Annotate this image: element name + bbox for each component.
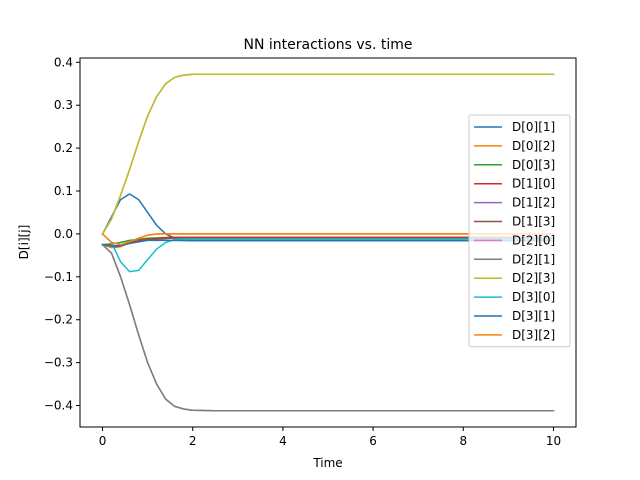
y-tick-label: −0.3 xyxy=(44,356,73,370)
series-line-3 xyxy=(101,236,555,247)
x-axis: 0 2 4 6 8 10 xyxy=(99,427,561,448)
y-axis: 0.4 0.3 0.2 0.1 0.0 −0.1 −0.2 −0.3 −0.4 xyxy=(44,55,80,413)
legend: D[0][1] D[0][2] D[0][3] D[1][0] D[1][2] D[1][… xyxy=(468,114,571,348)
legend-label: D[2][1] xyxy=(512,252,555,266)
y-axis-title: D[i][j] xyxy=(17,225,31,260)
y-tick-label: 0.2 xyxy=(54,141,73,155)
series-line-9 xyxy=(101,232,555,273)
chart-title: NN interactions vs. time xyxy=(244,37,413,53)
plot-area-frame xyxy=(79,57,577,428)
x-tick-label: 2 xyxy=(189,434,197,448)
legend-label: D[2][0] xyxy=(512,233,555,247)
x-tick-label: 0 xyxy=(99,434,107,448)
legend-label: D[1][0] xyxy=(512,177,555,191)
legend-label: D[0][3] xyxy=(512,158,555,172)
y-tick-label: 0.3 xyxy=(54,98,73,112)
x-tick-label: 8 xyxy=(459,434,467,448)
legend-frame xyxy=(468,114,571,348)
series-line-10 xyxy=(101,239,555,248)
series-line-11 xyxy=(101,232,555,246)
legend-label: D[3][0] xyxy=(512,290,555,304)
y-tick-label: 0.0 xyxy=(54,227,73,241)
series-line-7 xyxy=(101,243,555,412)
series-layer xyxy=(101,73,555,412)
x-tick-label: 6 xyxy=(369,434,377,448)
legend-label: D[1][3] xyxy=(512,215,555,229)
y-tick-label: −0.1 xyxy=(44,270,73,284)
series-line-8 xyxy=(101,73,555,235)
y-tick-label: 0.4 xyxy=(54,55,73,69)
y-tick-label: 0.1 xyxy=(54,184,73,198)
legend-label: D[0][1] xyxy=(512,120,555,134)
x-tick-label: 10 xyxy=(546,434,561,448)
legend-label: D[1][2] xyxy=(512,196,555,210)
legend-label: D[3][1] xyxy=(512,309,555,323)
legend-label: D[3][2] xyxy=(512,328,555,342)
y-tick-label: −0.4 xyxy=(44,399,73,413)
x-axis-title: Time xyxy=(312,456,342,470)
y-tick-label: −0.2 xyxy=(44,313,73,327)
legend-label: D[0][2] xyxy=(512,139,555,153)
legend-label: D[2][3] xyxy=(512,271,555,285)
x-tick-label: 4 xyxy=(279,434,287,448)
